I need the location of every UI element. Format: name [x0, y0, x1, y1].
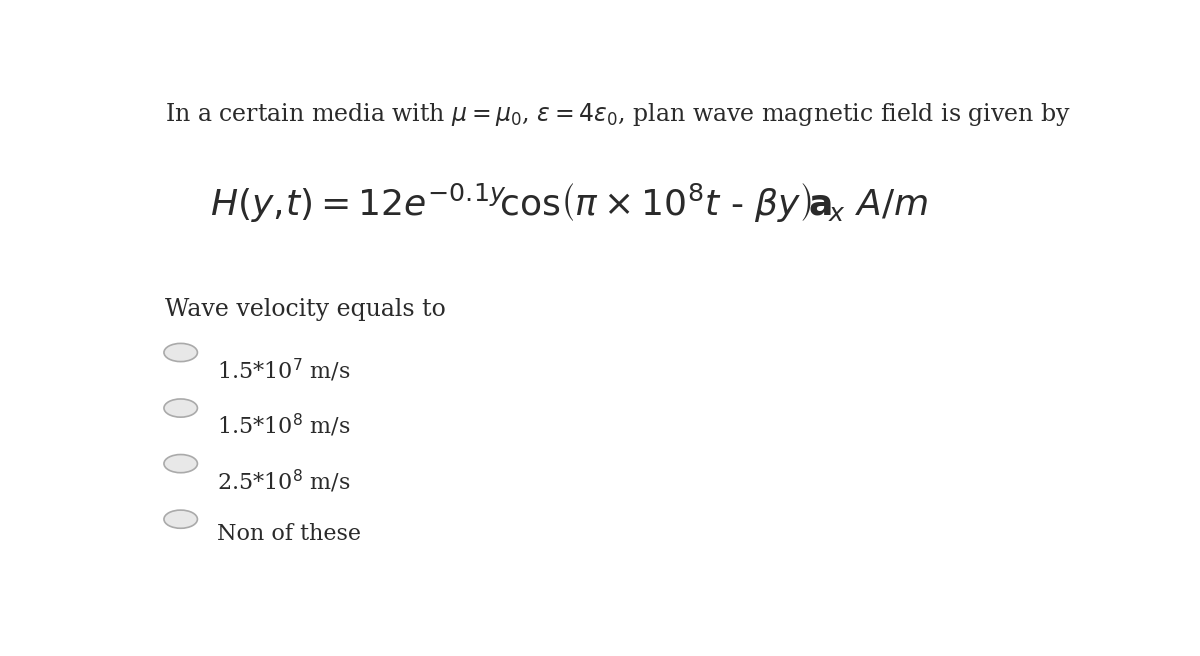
Circle shape [164, 343, 198, 361]
Text: In a certain media with $\mu = \mu_0$, $\epsilon = 4\epsilon_0$, plan wave magne: In a certain media with $\mu = \mu_0$, $… [164, 102, 1070, 129]
Text: 1.5*10$^7$ m/s: 1.5*10$^7$ m/s [217, 357, 350, 384]
Text: Wave velocity equals to: Wave velocity equals to [164, 298, 445, 321]
Text: 2.5*10$^8$ m/s: 2.5*10$^8$ m/s [217, 468, 350, 495]
Text: $\mathit{H}(\mathit{y},\!\mathit{t}) = 12\mathit{e}^{-0.1\mathit{y}}\!\cos\!\lef: $\mathit{H}(\mathit{y},\!\mathit{t}) = 1… [210, 180, 929, 224]
Circle shape [164, 455, 198, 473]
Text: 1.5*10$^8$ m/s: 1.5*10$^8$ m/s [217, 412, 350, 440]
Text: Non of these: Non of these [217, 523, 361, 545]
Circle shape [164, 399, 198, 417]
Circle shape [164, 510, 198, 528]
